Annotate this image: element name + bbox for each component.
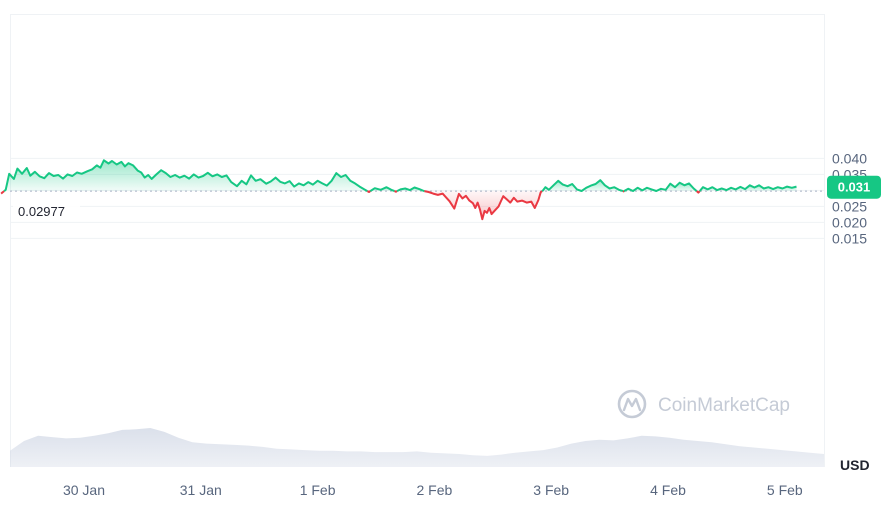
- current-price-badge-background: [827, 175, 881, 199]
- coinmarketcap-logo-icon: [617, 389, 647, 419]
- reference-label-group: 0.02977: [13, 201, 80, 221]
- price-area-above: [397, 187, 425, 192]
- price-line-below: [696, 190, 701, 194]
- y-tick-label: 0.040: [832, 150, 867, 166]
- y-tick-label: 0.015: [832, 230, 867, 246]
- current-price-badge-text: 0.031: [838, 180, 871, 195]
- price-line-below: [424, 190, 543, 221]
- reference-label-background: [13, 201, 80, 221]
- x-tick-label: 1 Feb: [300, 482, 336, 498]
- currency-unit-label: USD: [840, 457, 870, 473]
- price-line-above: [396, 186, 425, 193]
- price-line-above: [623, 181, 698, 192]
- price-line-below: [394, 190, 398, 193]
- price-line-above: [541, 179, 624, 193]
- watermark-text: CoinMarketCap: [658, 395, 790, 416]
- y-tick-label: 0.025: [832, 198, 867, 214]
- y-tick-label: 0.020: [832, 214, 867, 230]
- price-line-below: [0, 190, 5, 195]
- price-line-above: [3, 159, 368, 192]
- volume-area: [10, 428, 824, 467]
- volume-series: [10, 428, 824, 467]
- price-line-below: [366, 190, 371, 193]
- x-axis: 30 Jan 31 Jan 1 Feb 2 Feb 3 Feb 4 Feb 5 Feb: [63, 482, 803, 498]
- x-tick-label: 2 Feb: [416, 482, 452, 498]
- price-area-above: [542, 180, 623, 192]
- reference-value-label: 0.02977: [18, 204, 65, 219]
- x-tick-label: 3 Feb: [533, 482, 569, 498]
- price-line: [0, 159, 797, 221]
- current-price-badge: 0.031: [827, 175, 881, 199]
- price-line-above: [698, 184, 797, 192]
- watermark: CoinMarketCap: [617, 389, 790, 419]
- x-tick-label: 30 Jan: [63, 482, 105, 498]
- x-tick-label: 5 Feb: [767, 482, 803, 498]
- x-tick-label: 31 Jan: [180, 482, 222, 498]
- coinmarketcap-logo-icon-mark: [622, 397, 642, 412]
- price-line-above: [369, 186, 395, 193]
- x-tick-label: 4 Feb: [650, 482, 686, 498]
